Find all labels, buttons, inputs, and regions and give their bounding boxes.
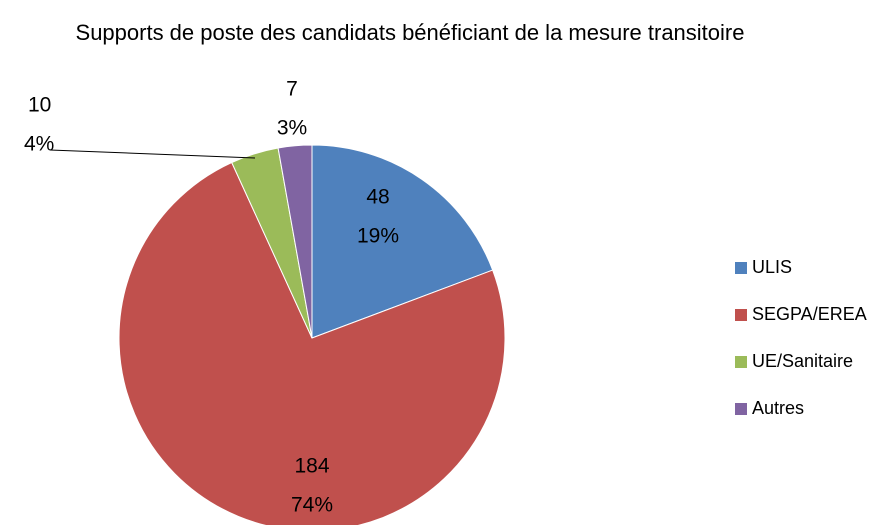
legend-label: ULIS [752, 257, 792, 277]
legend-swatch [735, 309, 747, 321]
pie-slice [311, 144, 494, 339]
legend-label: Autres [752, 398, 804, 418]
legend-swatch [735, 356, 747, 368]
legend-swatch [735, 262, 747, 274]
percent-label: 19% [357, 225, 399, 248]
legend-label: UE/Sanitaire [752, 351, 853, 371]
chart-title: Supports de poste des candidats bénéfici… [75, 20, 745, 45]
data-label: 7 [286, 78, 298, 101]
legend-label: SEGPA/EREA [752, 304, 867, 324]
legend-swatch [735, 403, 747, 415]
percent-label: 3% [277, 117, 307, 140]
percent-label: 74% [291, 494, 333, 517]
data-label: 10 [28, 94, 51, 117]
percent-label: 4% [24, 133, 54, 156]
pie-slice [277, 144, 313, 339]
pie-slice [118, 161, 506, 525]
leader-line [49, 149, 256, 159]
data-label: 184 [294, 455, 329, 478]
data-label: 48 [366, 186, 389, 209]
